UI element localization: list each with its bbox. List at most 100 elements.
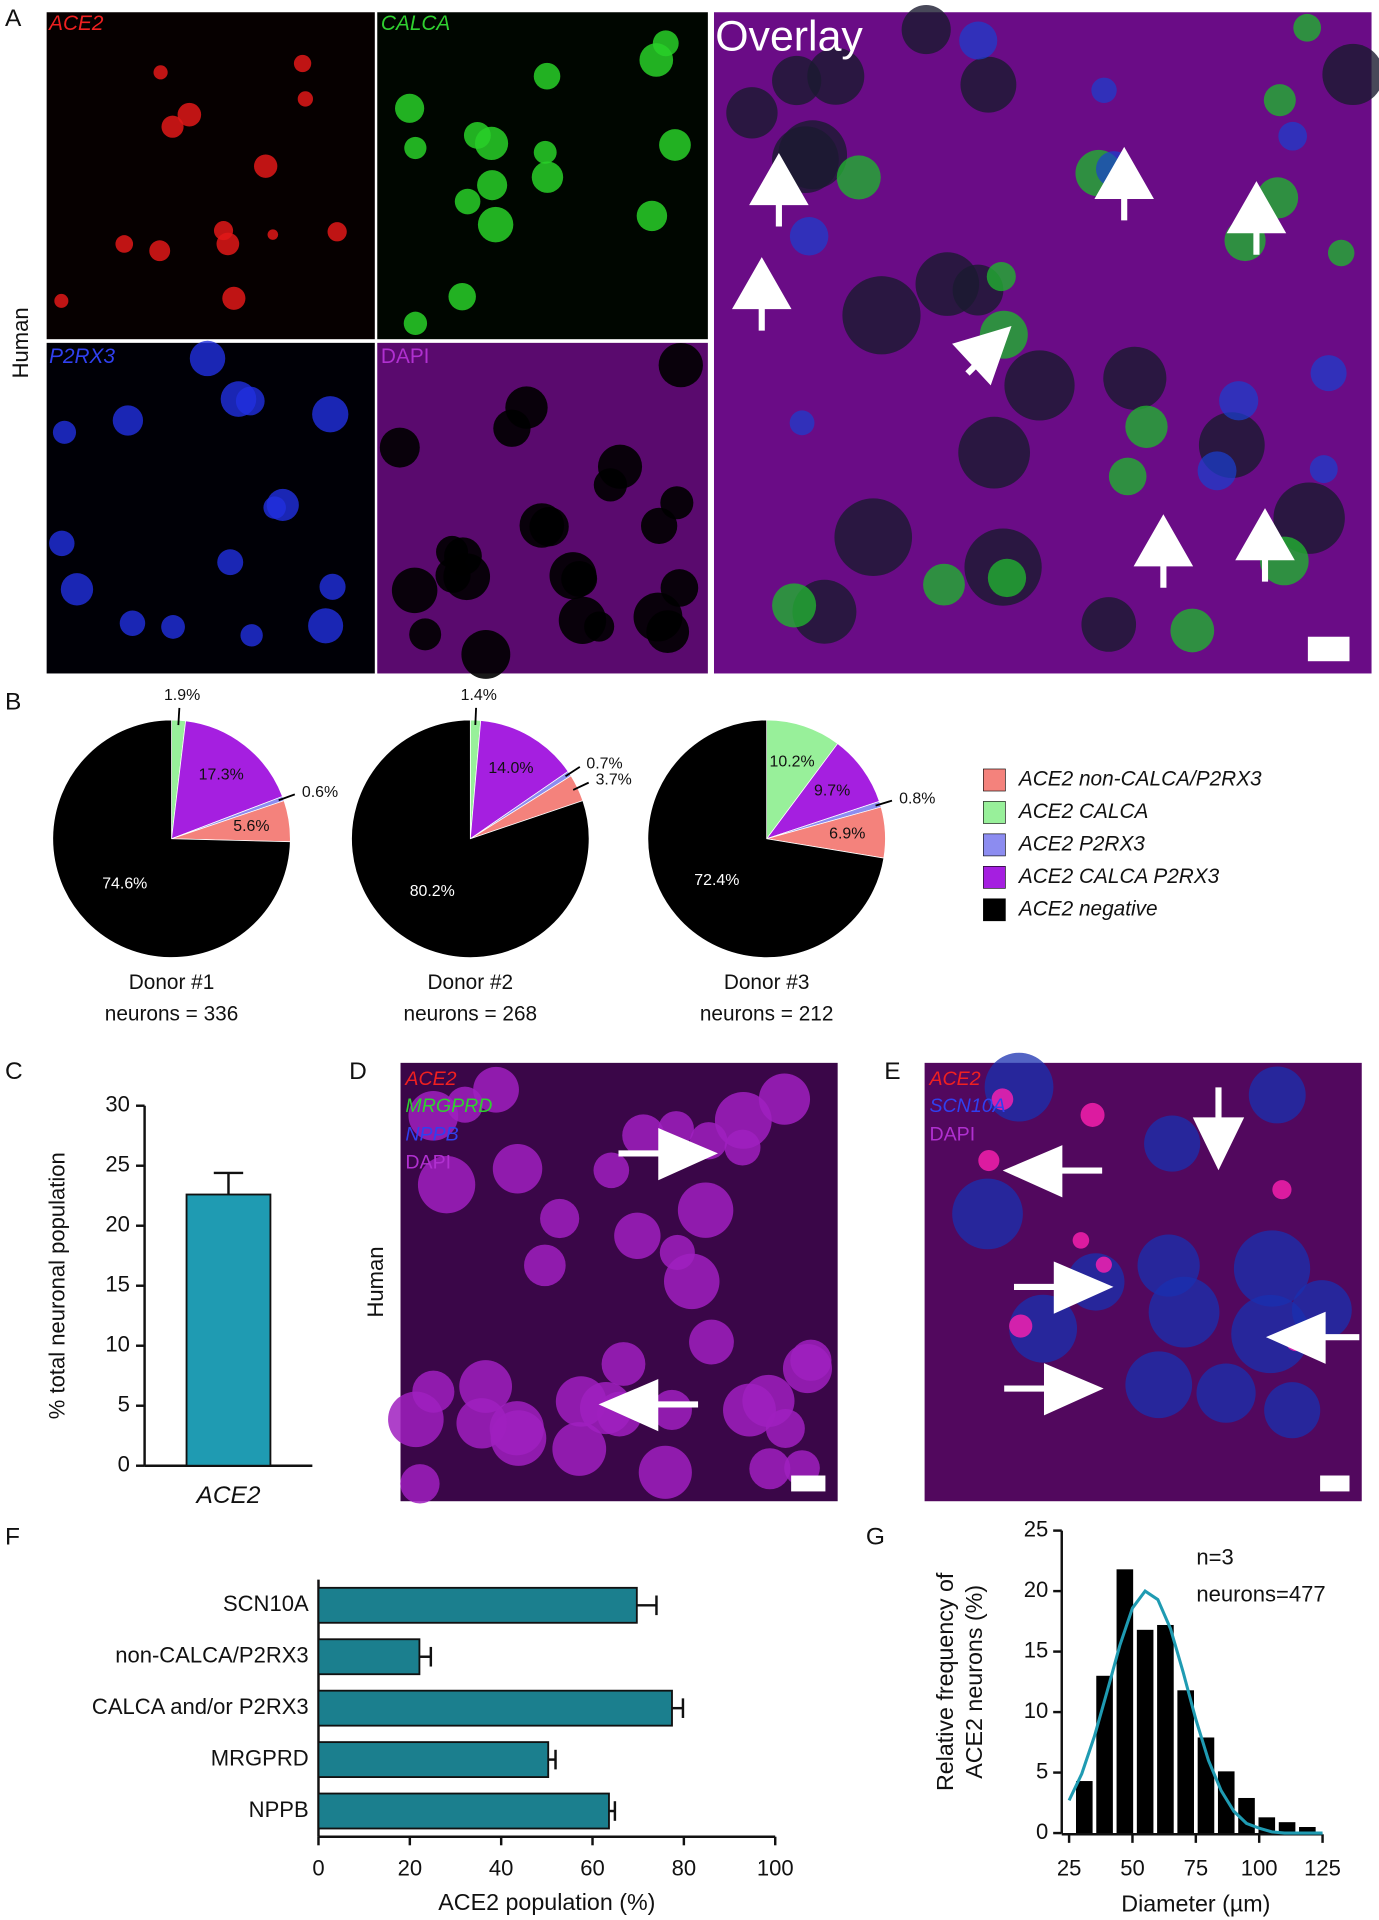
cell bbox=[222, 286, 246, 310]
arrow bbox=[1013, 1261, 1114, 1314]
cell bbox=[240, 624, 263, 647]
histogram-bar bbox=[1177, 1690, 1194, 1834]
cell bbox=[161, 615, 185, 639]
cell bbox=[1125, 1351, 1193, 1419]
cell bbox=[915, 252, 980, 316]
cell bbox=[901, 4, 951, 55]
cell bbox=[1197, 451, 1237, 491]
x-tick-label: 100 bbox=[757, 1856, 794, 1881]
cell bbox=[1170, 608, 1215, 653]
histogram-bar bbox=[1278, 1822, 1296, 1834]
x-tick-label: 60 bbox=[580, 1856, 605, 1881]
y-tick-label: 10 bbox=[1024, 1698, 1049, 1723]
bar bbox=[185, 1193, 272, 1467]
y-tick-label: 30 bbox=[105, 1092, 130, 1117]
cell bbox=[403, 311, 428, 336]
cell bbox=[1231, 1294, 1310, 1374]
x-tick-label: 100 bbox=[1241, 1856, 1278, 1881]
cell bbox=[327, 222, 347, 242]
cell bbox=[220, 381, 257, 417]
cell bbox=[312, 396, 349, 433]
channel-label: CALCA bbox=[381, 12, 450, 35]
cell bbox=[758, 1073, 811, 1125]
cell bbox=[412, 1370, 455, 1413]
cell bbox=[724, 1129, 761, 1166]
bar bbox=[317, 1792, 610, 1830]
y-tick-label: 20 bbox=[105, 1212, 130, 1237]
cell bbox=[1108, 457, 1147, 496]
y-tick-label: 15 bbox=[1024, 1637, 1049, 1662]
y-tick-label: 0 bbox=[118, 1452, 130, 1477]
pie-slice bbox=[52, 719, 291, 958]
cell bbox=[456, 1398, 507, 1449]
cell bbox=[448, 282, 476, 311]
cell bbox=[1264, 1382, 1321, 1439]
y-tick-label: 0 bbox=[1036, 1819, 1048, 1844]
cell bbox=[1322, 43, 1379, 106]
pie-value-label: 0.8% bbox=[899, 790, 935, 807]
cell bbox=[638, 1445, 692, 1499]
cell bbox=[1310, 355, 1347, 392]
scale-bar bbox=[1307, 636, 1350, 662]
pie-value-label: 6.9% bbox=[829, 826, 865, 843]
channel-label: ACE2 bbox=[404, 1068, 456, 1090]
y-tick-label: 25 bbox=[105, 1152, 130, 1177]
cell bbox=[714, 1091, 772, 1149]
leader-line bbox=[278, 793, 296, 802]
arrow bbox=[598, 1379, 699, 1432]
cell bbox=[505, 386, 548, 429]
pie-value-label: 74.6% bbox=[102, 876, 147, 893]
leader-line bbox=[564, 766, 581, 778]
cell bbox=[1125, 405, 1168, 448]
cell bbox=[836, 155, 881, 200]
cell bbox=[842, 276, 921, 355]
y-axis-label: % total neuronal population bbox=[45, 1152, 70, 1419]
legend-label: ACE2 non-CALCA/P2RX3 bbox=[1017, 768, 1262, 791]
x-tick-label: 80 bbox=[672, 1856, 697, 1881]
y-tick-label: SCN10A bbox=[223, 1591, 309, 1616]
cell bbox=[379, 427, 420, 468]
cell bbox=[446, 1086, 484, 1123]
pie-slice bbox=[647, 719, 885, 958]
cell bbox=[473, 1066, 519, 1113]
arrow bbox=[1265, 1311, 1360, 1364]
channel-label: P2RX3 bbox=[49, 345, 115, 368]
cell bbox=[923, 563, 965, 606]
pie-title: Donor #3 bbox=[724, 971, 810, 994]
y-tick-label: 5 bbox=[118, 1392, 130, 1417]
arrow bbox=[1004, 1363, 1104, 1416]
cell bbox=[660, 569, 699, 607]
cell bbox=[1081, 597, 1137, 652]
cell bbox=[391, 567, 438, 614]
pie-value-label: 0.7% bbox=[586, 755, 622, 772]
pie-value-label: 17.3% bbox=[199, 766, 244, 783]
cell bbox=[461, 629, 511, 679]
pie-value-label: 72.4% bbox=[694, 872, 739, 889]
y-tick-label: 20 bbox=[1024, 1577, 1049, 1602]
cell bbox=[1080, 1102, 1105, 1127]
cell bbox=[263, 496, 286, 519]
cell bbox=[1278, 121, 1308, 151]
cell bbox=[217, 549, 244, 576]
legend-swatch bbox=[983, 801, 1006, 824]
channel-label: DAPI bbox=[405, 1151, 451, 1173]
cell bbox=[1293, 13, 1322, 42]
cell bbox=[54, 293, 69, 308]
pie-value-label: 10.2% bbox=[770, 753, 815, 770]
cell bbox=[1072, 1232, 1090, 1249]
y-axis-label: ACE2 neurons (%) bbox=[961, 1585, 987, 1779]
cell bbox=[772, 583, 817, 628]
legend-swatch bbox=[983, 898, 1006, 922]
image-ace2 bbox=[46, 12, 375, 340]
cell bbox=[1144, 1115, 1201, 1172]
cell bbox=[1091, 77, 1117, 103]
pie-value-label: 14.0% bbox=[488, 760, 533, 777]
bar bbox=[317, 1586, 638, 1624]
pie-subtitle: neurons = 212 bbox=[700, 1003, 834, 1026]
cell bbox=[477, 170, 508, 201]
scale-bar bbox=[1320, 1475, 1350, 1492]
cell bbox=[601, 1342, 646, 1386]
x-tick-label: 0 bbox=[312, 1856, 324, 1881]
